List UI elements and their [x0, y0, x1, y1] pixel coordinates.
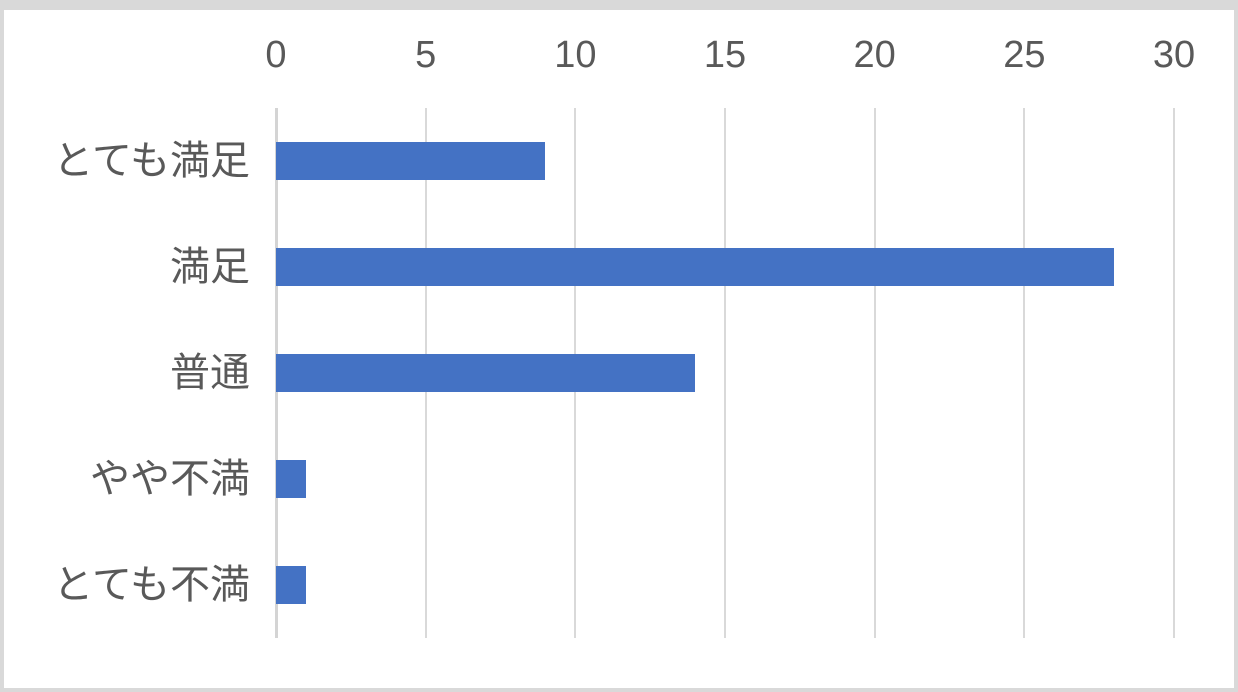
bar-1: [276, 142, 546, 180]
x-axis-tick-label: 0: [265, 34, 287, 76]
x-axis-tick-label: 10: [554, 34, 597, 76]
x-axis-tick-label: 25: [1003, 34, 1046, 76]
category-label: とても満足: [53, 139, 250, 183]
category-label: 普通: [170, 351, 250, 395]
vertical-gridline: [1023, 108, 1026, 638]
x-axis-tick-label: 5: [415, 34, 437, 76]
category-label: 満足: [170, 245, 250, 289]
vertical-gridline: [724, 108, 726, 638]
chart-frame: 0 5 10 15 20 25 30 とても満足満足普通やや不満とても不満: [4, 10, 1234, 688]
bar-3: [276, 354, 696, 392]
vertical-gridline: [1173, 108, 1175, 638]
category-label: とても不満: [53, 563, 250, 607]
x-axis-tick-label: 30: [1152, 34, 1196, 76]
x-axis-tick-label: 15: [703, 34, 747, 76]
vertical-gridline: [873, 108, 876, 638]
x-axis-tick-label: 20: [853, 34, 896, 76]
bar-4: [276, 460, 306, 498]
category-label: やや不満: [90, 457, 250, 501]
bar-5: [276, 566, 306, 604]
bar-2: [276, 248, 1115, 286]
